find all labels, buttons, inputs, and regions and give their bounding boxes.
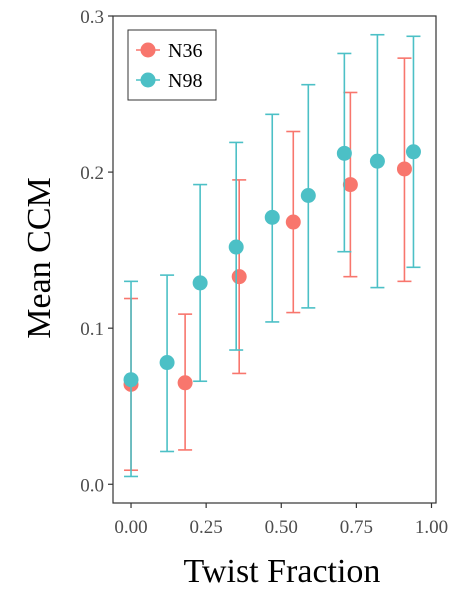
- data-point: [123, 372, 139, 388]
- x-tick-label: 0.25: [190, 517, 223, 538]
- data-point: [405, 144, 421, 160]
- legend-label: N36: [168, 40, 202, 62]
- data-point: [300, 188, 316, 204]
- y-tick-label: 0.1: [80, 319, 104, 340]
- y-axis-title: Mean CCM: [21, 177, 58, 339]
- data-point: [336, 145, 352, 161]
- y-axis: 0.0 0.1 0.2 0.3: [80, 7, 113, 496]
- data-point: [285, 214, 301, 230]
- data-point: [159, 355, 175, 371]
- legend-label: N98: [168, 70, 202, 92]
- data-point: [369, 153, 385, 169]
- data-point: [342, 177, 358, 193]
- data-point: [192, 275, 208, 291]
- x-tick-label: 0.50: [265, 517, 298, 538]
- data-point: [231, 269, 247, 285]
- data-point: [264, 209, 280, 225]
- x-tick-label: 0.00: [114, 517, 147, 538]
- data-point: [396, 161, 412, 177]
- series-layer: [123, 33, 421, 478]
- legend-marker: [140, 42, 156, 58]
- series-n98: [123, 33, 421, 478]
- y-tick-label: 0.3: [80, 7, 104, 28]
- data-point: [177, 375, 193, 391]
- y-tick-label: 0.2: [80, 163, 104, 184]
- x-tick-label: 1.00: [415, 517, 448, 538]
- x-axis-title: Twist Fraction: [184, 553, 381, 590]
- legend-marker: [140, 72, 156, 88]
- data-point: [228, 239, 244, 255]
- x-axis: 0.00 0.25 0.50 0.75 1.00: [114, 503, 448, 538]
- legend-box: [127, 29, 217, 101]
- y-tick-label: 0.0: [80, 475, 104, 496]
- x-tick-label: 0.75: [340, 517, 373, 538]
